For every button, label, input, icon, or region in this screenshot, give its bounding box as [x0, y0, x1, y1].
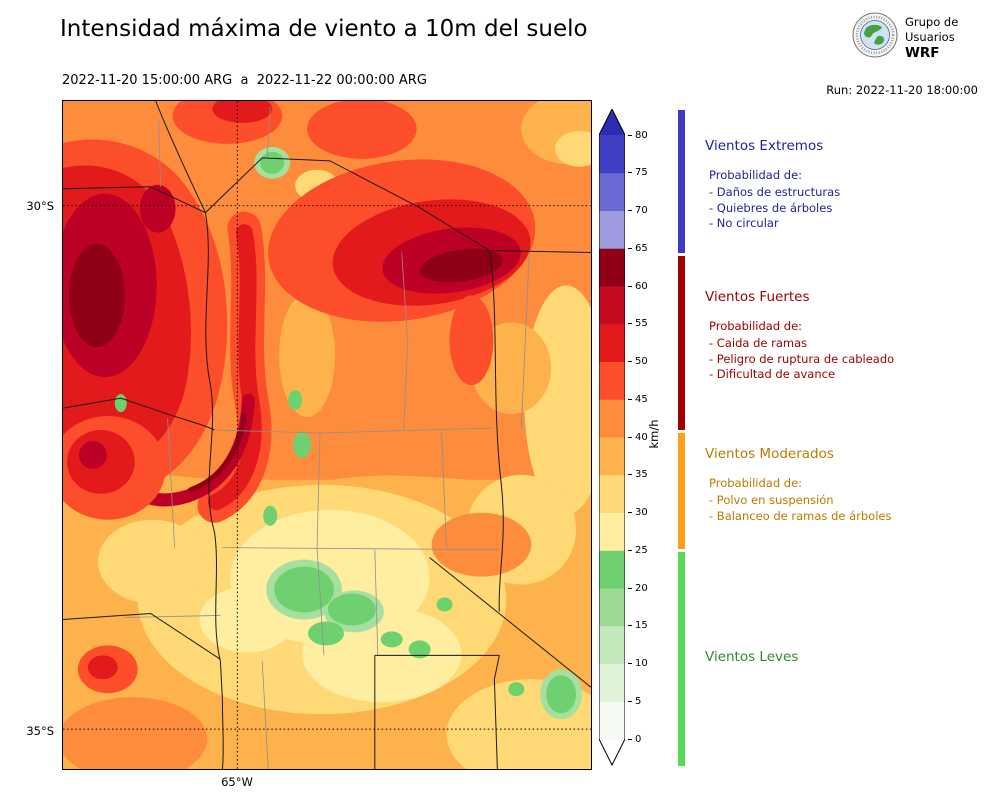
category-bar-leves	[678, 552, 685, 766]
colorbar-tick: 55	[628, 318, 648, 329]
legend-item: - Quiebres de árboles	[709, 200, 833, 215]
page-title: Intensidad máxima de viento a 10m del su…	[60, 16, 588, 42]
colorbar-outline	[599, 109, 625, 767]
globe-logo-icon	[852, 12, 898, 58]
date-range-label: 2022-11-20 15:00:00 ARG a 2022-11-22 00:…	[62, 73, 427, 88]
colorbar-tick: 20	[628, 583, 648, 594]
category-bar	[678, 110, 685, 766]
colorbar-tick: 45	[628, 394, 648, 405]
legend-block-fuertes: Vientos Fuertes Probabilidad de: - Caida…	[705, 289, 995, 383]
colorbar-ticks: 0 5 10 15 20 25 30 35 40 45 50 55 60 65 70 75 80	[628, 130, 664, 745]
logo-text: Grupo de Usuarios WRF	[905, 12, 958, 61]
colorbar-tick: 30	[628, 507, 648, 518]
wind-map	[63, 101, 591, 769]
colorbar-segment	[599, 248, 625, 287]
category-bar-fuertes	[678, 256, 685, 430]
colorbar-segment	[599, 588, 625, 627]
colorbar-tick: 15	[628, 620, 648, 631]
legend-item: - Balanceo de ramas de árboles	[709, 508, 892, 523]
lon-label-65w: 65°W	[221, 775, 253, 789]
colorbar-segment	[599, 663, 625, 702]
colorbar-segment	[599, 701, 625, 740]
category-bar-extremos	[678, 110, 685, 253]
legend-item: - No circular	[709, 216, 779, 230]
colorbar-segment	[599, 512, 625, 551]
legend-title-fuertes: Vientos Fuertes	[705, 289, 810, 305]
wrf-logo: Grupo de Usuarios WRF	[852, 12, 958, 61]
colorbar-tick: 10	[628, 658, 648, 669]
colorbar	[599, 109, 625, 767]
legend-item: - Peligro de ruptura de cableado	[709, 351, 895, 366]
legend-item: - Dificultad de avance	[709, 367, 836, 381]
colorbar-under-arrow	[599, 739, 625, 765]
colorbar-segment	[599, 474, 625, 513]
logo-text-wrf: WRF	[905, 45, 940, 61]
colorbar-segment	[599, 399, 625, 438]
run-label: Run: 2022-11-20 18:00:00	[826, 83, 978, 97]
colorbar-segment	[599, 210, 625, 249]
colorbar-tick: 25	[628, 545, 648, 556]
legend-prob-label: Probabilidad de:	[709, 168, 803, 182]
colorbar-segment	[599, 437, 625, 476]
province-boundaries	[63, 101, 591, 769]
legend-item: - Polvo en suspensión	[709, 493, 834, 507]
legend-title-moderados: Vientos Moderados	[705, 446, 834, 462]
logo-text-line2: Usuarios	[905, 30, 955, 44]
colorbar-over-arrow	[599, 109, 625, 135]
colorbar-tick: 70	[628, 205, 648, 216]
legend-items: - Caida de ramas - Peligro de ruptura de …	[705, 336, 995, 383]
colorbar-tick: 75	[628, 167, 648, 178]
colorbar-tick: 50	[628, 356, 648, 367]
category-bar-moderados	[678, 433, 685, 549]
graticule-gridlines	[63, 101, 591, 769]
legend-block-extremos: Vientos Extremos Probabilidad de: - Daño…	[705, 138, 995, 232]
department-boundaries	[124, 106, 530, 769]
map-contours	[63, 101, 591, 769]
colorbar-segment	[599, 625, 625, 664]
colorbar-segment	[599, 550, 625, 589]
legend-title-extremos: Vientos Extremos	[705, 138, 824, 154]
legend-item: - Daños de estructuras	[709, 185, 841, 199]
colorbar-tick: 80	[628, 130, 648, 141]
map-frame	[62, 100, 592, 770]
colorbar-segment	[599, 323, 625, 362]
colorbar-segment	[599, 135, 625, 174]
colorbar-tick: 35	[628, 469, 648, 480]
colorbar-tick: 60	[628, 281, 648, 292]
colorbar-tick: 40	[628, 432, 648, 443]
legend-prob-label: Probabilidad de:	[709, 476, 803, 490]
lat-label-30s: 30°S	[26, 199, 54, 213]
logo-text-line1: Grupo de	[905, 15, 959, 29]
legend-title-leves: Vientos Leves	[705, 649, 799, 665]
colorbar-segment	[599, 172, 625, 211]
colorbar-tick: 0	[628, 734, 641, 745]
colorbar-segment	[599, 361, 625, 400]
legend-block-leves: Vientos Leves	[705, 649, 995, 679]
colorbar-segment	[599, 286, 625, 325]
legend-prob-label: Probabilidad de:	[709, 319, 803, 333]
colorbar-tick: 65	[628, 243, 648, 254]
legend-items: - Daños de estructuras - Quiebres de árbo…	[705, 185, 995, 232]
colorbar-segments	[599, 135, 625, 740]
lat-label-35s: 35°S	[26, 724, 54, 738]
colorbar-unit-label: km/h	[647, 419, 661, 449]
legend-block-moderados: Vientos Moderados Probabilidad de: - Pol…	[705, 446, 995, 524]
legend-item: - Caida de ramas	[709, 336, 808, 350]
legend-items: - Polvo en suspensión - Balanceo de ramas…	[705, 493, 995, 524]
colorbar-tick: 5	[628, 696, 641, 707]
